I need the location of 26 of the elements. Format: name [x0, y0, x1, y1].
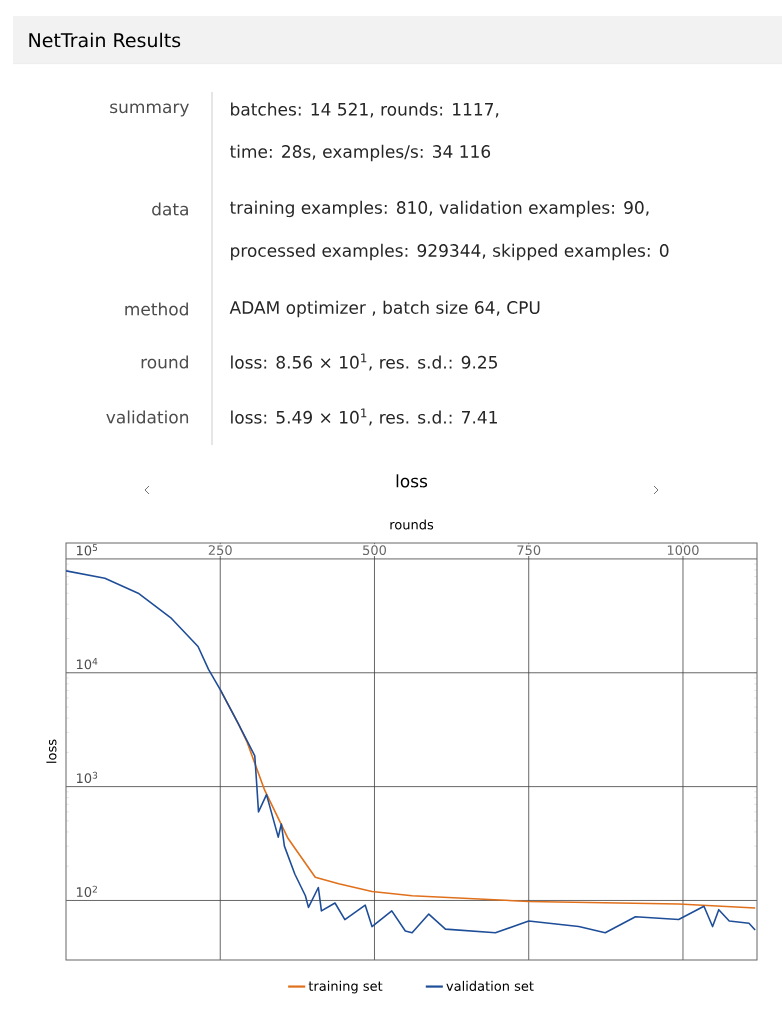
y-axis-title: loss: [46, 739, 57, 763]
text: method: [125, 302, 188, 316]
x-axis-title: rounds: [390, 519, 434, 530]
text: summary: [110, 103, 189, 117]
legend-label: training set: [308, 980, 383, 994]
text: time: 28s, examples/s: 34 116: [229, 144, 491, 162]
y-tick-label: 10$^{3}$: [76, 771, 98, 784]
x-tick-label: 500: [363, 545, 387, 556]
text: loss: 5.49 × 10$^{1}$, res. s.d.: 7.41: [231, 408, 497, 426]
text: batches: 14 521, rounds: 1117,: [231, 102, 499, 118]
text: validation: [106, 410, 189, 424]
x-tick-label: 1000: [667, 545, 699, 556]
y-tick-label: 10$^{5}$: [76, 544, 98, 556]
x-tick-label: 750: [517, 545, 541, 556]
x-tick-label: 250: [208, 545, 232, 556]
text: training examples: 810, validation examples: 90,: [229, 200, 649, 218]
chart-title: loss: [396, 474, 428, 488]
text: processed examples: 929344, skipped examples: 0: [231, 243, 669, 261]
text: data: [152, 202, 188, 216]
text: NetTrain Results: [29, 32, 181, 48]
y-tick-label: 10$^{2}$: [76, 885, 97, 897]
legend-label: validation set: [446, 980, 534, 991]
y-tick-label: 10$^{4}$: [76, 658, 98, 670]
text: ADAM optimizer , batch size 64, CPU: [229, 300, 540, 318]
text: loss: 8.56 × 10$^{1}$, res. s.d.: 9.25: [231, 353, 498, 371]
text: round: [141, 355, 188, 369]
